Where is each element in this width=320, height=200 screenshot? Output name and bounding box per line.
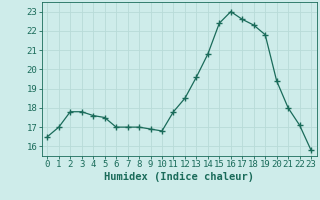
X-axis label: Humidex (Indice chaleur): Humidex (Indice chaleur) — [104, 172, 254, 182]
